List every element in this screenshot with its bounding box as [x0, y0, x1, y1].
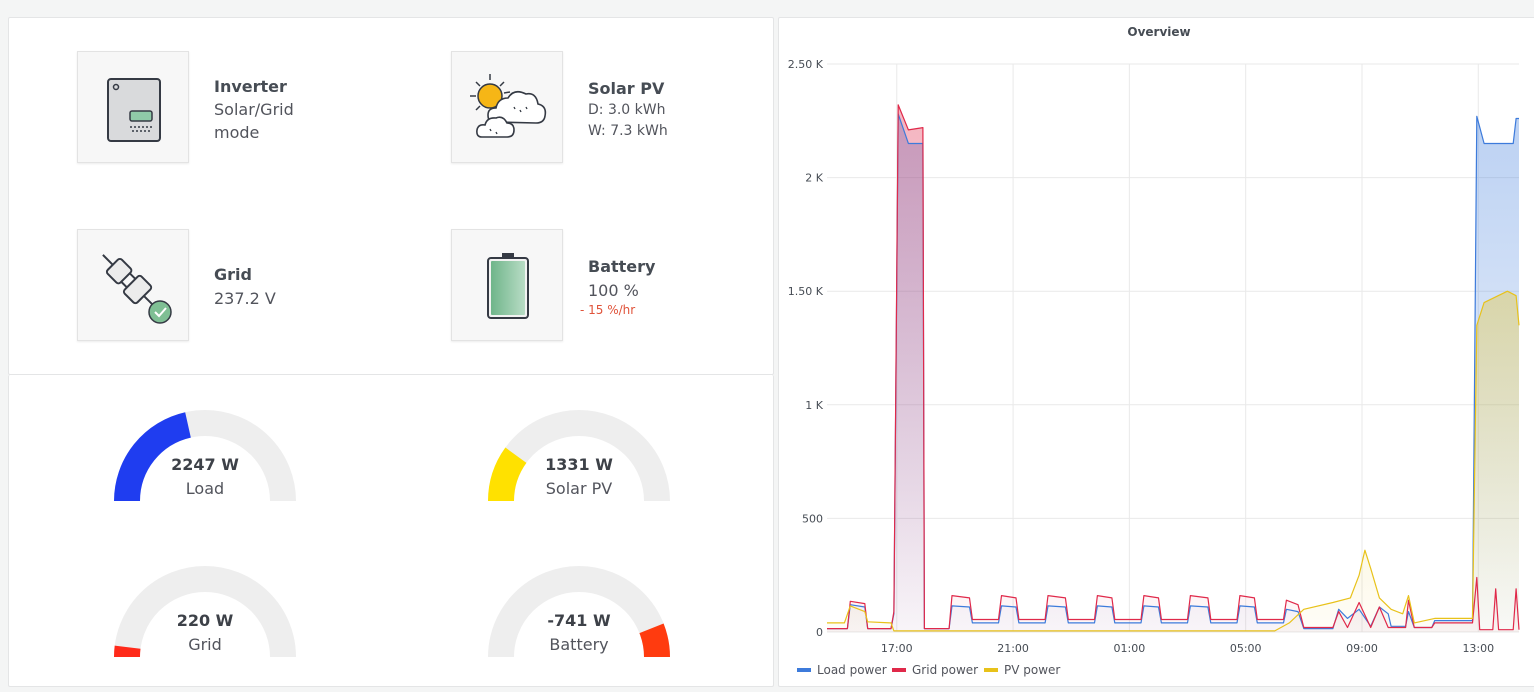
grid-value: 220 W — [176, 611, 234, 630]
grid-ok-check-icon — [148, 300, 172, 324]
solar-value: 1331 W — [545, 455, 613, 474]
grid-gauge: 220 W Grid — [110, 561, 300, 671]
grid-label: Grid — [188, 635, 222, 654]
legend-grid[interactable]: Grid power — [892, 663, 978, 677]
sun-cloud-icon — [470, 74, 547, 138]
legend-pv-label: PV power — [1004, 663, 1061, 677]
solar-gauge: 1331 W Solar PV — [484, 405, 674, 515]
solar-weekly-energy: W: 7.3 kWh — [588, 123, 668, 139]
solar-daily-energy: D: 3.0 kWh — [588, 102, 666, 118]
inverter-tile — [77, 51, 189, 163]
load-value: 2247 W — [171, 455, 239, 474]
x-tick-label: 13:00 — [1462, 642, 1494, 655]
legend-grid-swatch — [892, 668, 906, 672]
plug-icon — [102, 254, 161, 313]
inverter-mode-line1: Solar/Grid — [214, 100, 294, 119]
load-gauge: 2247 W Load — [110, 405, 300, 515]
y-tick-label: 2 K — [805, 172, 823, 185]
series-area-load-power — [827, 114, 1519, 632]
gauge-panel: 2247 W Load 1331 W Solar PV 220 W Grid -… — [8, 375, 774, 687]
battery-gauge: -741 W Battery — [484, 561, 674, 671]
x-tick-label: 01:00 — [1114, 642, 1146, 655]
solar-label: Solar PV — [545, 479, 613, 498]
series-line-pv-power — [827, 290, 1520, 632]
gauge-fill — [488, 447, 527, 502]
gauge-fill — [114, 412, 192, 502]
x-tick-label: 05:00 — [1230, 642, 1262, 655]
series-line-grid-power — [827, 104, 1520, 631]
x-tick-label: 17:00 — [881, 642, 913, 655]
battery-title: Battery — [588, 257, 656, 276]
solar-tile — [451, 51, 563, 163]
x-tick-label: 09:00 — [1346, 642, 1378, 655]
battery-level: 100 % — [588, 281, 639, 300]
inverter-mode-line2: mode — [214, 123, 260, 142]
legend-grid-label: Grid power — [912, 663, 979, 677]
battery-value: -741 W — [547, 611, 611, 630]
inverter-title: Inverter — [214, 77, 287, 96]
series-area-pv-power — [827, 291, 1519, 632]
overview-chart[interactable]: 0 500 1 K 1.50 K 2 K 2.50 K 17:00 21:00 01:00 05:… — [779, 18, 1534, 686]
legend-pv[interactable]: PV power — [984, 663, 1060, 677]
battery-tile — [451, 229, 563, 341]
y-tick-label: 2.50 K — [788, 58, 824, 71]
gauge-track — [114, 566, 296, 658]
legend-load-swatch — [797, 668, 811, 672]
load-label: Load — [185, 479, 225, 498]
battery-rate: - 15 %/hr — [580, 303, 636, 317]
status-panel: Inverter Solar/Grid mode Solar PV D: 3.0… — [8, 17, 774, 375]
legend-load-label: Load power — [817, 663, 887, 677]
grid-title: Grid — [214, 265, 252, 284]
x-tick-label: 21:00 — [997, 642, 1029, 655]
y-tick-label: 1.50 K — [788, 285, 824, 298]
inverter-icon — [107, 78, 161, 142]
solar-title: Solar PV — [588, 79, 665, 98]
y-tick-label: 1 K — [805, 399, 823, 412]
legend-load[interactable]: Load power — [797, 663, 887, 677]
grid-tile — [77, 229, 189, 341]
gauge-fill — [114, 645, 141, 658]
y-tick-label: 0 — [816, 626, 823, 639]
battery-label: Battery — [549, 635, 609, 654]
legend-pv-swatch — [984, 668, 998, 672]
series-area-grid-power — [827, 104, 1519, 632]
y-tick-label: 500 — [802, 512, 823, 525]
battery-icon — [487, 253, 529, 319]
gauge-track — [488, 566, 670, 658]
series-line-load-power — [827, 113, 1519, 630]
chart-title: Overview — [1127, 25, 1191, 39]
overview-panel: Overview 0 500 1 K 1.50 K 2 K 2.50 K 17:00 21:0… — [778, 17, 1534, 687]
grid-voltage: 237.2 V — [214, 289, 276, 308]
gauge-fill — [639, 623, 670, 658]
